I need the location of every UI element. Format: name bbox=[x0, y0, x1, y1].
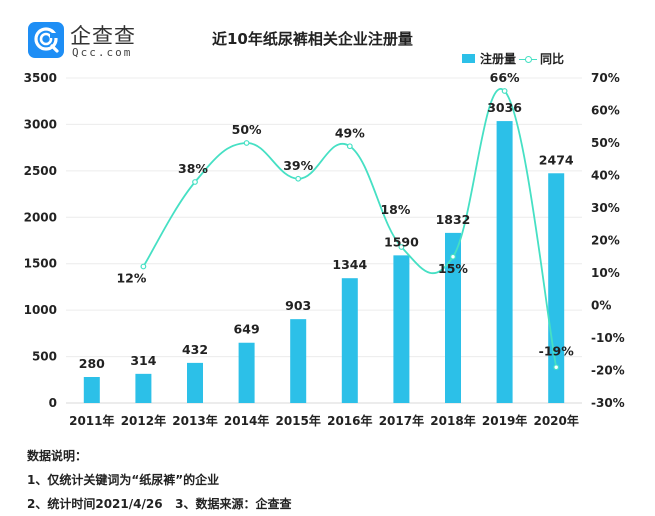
yoy-value-label: 39% bbox=[283, 158, 313, 173]
yoy-point bbox=[243, 140, 250, 146]
bar bbox=[290, 319, 307, 403]
yoy-value-label: 38% bbox=[178, 161, 208, 176]
left-axis-tick: 500 bbox=[32, 350, 57, 364]
x-axis-tick: 2016年 bbox=[327, 413, 372, 428]
bar-value-label: 1344 bbox=[332, 257, 367, 272]
logo-text-en: Qcc.com bbox=[72, 46, 133, 59]
right-axis-tick: 50% bbox=[591, 136, 620, 150]
right-axis-tick: 40% bbox=[591, 169, 620, 183]
yoy-value-label: 66% bbox=[490, 70, 520, 85]
x-axis-tick: 2011年 bbox=[69, 413, 114, 428]
right-axis-tick: 20% bbox=[591, 234, 620, 248]
yoy-value-label: 50% bbox=[232, 122, 262, 137]
x-axis-tick: 2020年 bbox=[533, 413, 578, 428]
yoy-point bbox=[192, 179, 198, 185]
bar bbox=[496, 121, 513, 403]
data-notes: 数据说明： 1、仅统计关键词为“纸尿裤”的企业 2、统计时间2021/4/26 … bbox=[27, 444, 291, 516]
yoy-point bbox=[346, 143, 353, 150]
x-axis-tick: 2019年 bbox=[482, 413, 527, 428]
left-axis-tick: 2500 bbox=[24, 164, 57, 178]
bar-value-label: 649 bbox=[234, 322, 260, 337]
bar-value-label: 314 bbox=[130, 353, 156, 368]
yoy-value-label: 15% bbox=[438, 261, 468, 276]
chart-title: 近10年纸尿裤相关企业注册量 bbox=[212, 30, 413, 48]
notes-line-2: 2、统计时间2021/4/26 3、数据来源：企查查 bbox=[27, 497, 292, 511]
bar bbox=[83, 377, 100, 403]
logo-text-cn: 企查查 bbox=[70, 24, 136, 48]
legend: 注册量 同比 bbox=[462, 50, 564, 67]
qcc-logo-icon bbox=[28, 22, 64, 58]
bar-value-label: 432 bbox=[182, 342, 208, 357]
yoy-point bbox=[295, 175, 302, 182]
x-axis-tick: 2013年 bbox=[172, 413, 217, 428]
left-axis-tick: 3000 bbox=[24, 117, 57, 131]
yoy-value-label: 49% bbox=[335, 125, 365, 140]
legend-bar-label: 注册量 bbox=[480, 52, 517, 66]
yoy-point bbox=[501, 88, 508, 94]
bar bbox=[187, 362, 203, 403]
bar-value-label: 3036 bbox=[487, 100, 522, 115]
left-axis-tick: 3500 bbox=[24, 71, 57, 85]
yoy-point bbox=[450, 253, 456, 260]
left-axis-tick: 0 bbox=[49, 396, 57, 410]
yoy-point bbox=[553, 364, 560, 371]
x-axis-tick: 2017年 bbox=[379, 413, 424, 428]
right-axis-tick: -20% bbox=[591, 364, 625, 378]
bar bbox=[341, 278, 358, 403]
x-axis-tick: 2015年 bbox=[275, 413, 320, 428]
bar-value-label: 280 bbox=[79, 356, 105, 371]
bar bbox=[238, 342, 255, 403]
legend-line-swatch bbox=[519, 54, 538, 64]
bar-value-label: 903 bbox=[285, 298, 311, 313]
x-axis-tick: 2014年 bbox=[224, 413, 269, 428]
yoy-value-label: 12% bbox=[116, 271, 146, 286]
bar bbox=[135, 373, 152, 403]
yoy-point bbox=[140, 263, 147, 270]
bar bbox=[445, 232, 461, 403]
right-axis-tick: 0% bbox=[591, 299, 611, 313]
left-axis-tick: 1000 bbox=[24, 303, 57, 317]
bar-value-label: 2474 bbox=[539, 152, 574, 167]
x-axis-tick: 2018年 bbox=[430, 413, 475, 428]
bar bbox=[393, 255, 410, 403]
right-axis-tick: 60% bbox=[591, 104, 620, 118]
yoy-point bbox=[398, 244, 405, 250]
right-axis-tick: 10% bbox=[591, 266, 620, 280]
right-axis-tick: -30% bbox=[591, 396, 625, 410]
legend-line-label: 同比 bbox=[540, 52, 565, 66]
right-axis-tick: -10% bbox=[591, 331, 625, 345]
bar-value-label: 1832 bbox=[436, 212, 471, 227]
notes-line-1: 1、仅统计关键词为“纸尿裤”的企业 bbox=[27, 473, 220, 487]
notes-heading: 数据说明： bbox=[27, 449, 88, 463]
yoy-value-label: 18% bbox=[380, 202, 410, 217]
bar-value-label: 1590 bbox=[384, 234, 419, 249]
left-axis-tick: 1500 bbox=[24, 257, 57, 271]
yoy-value-label: -19% bbox=[539, 343, 575, 358]
legend-bar-swatch bbox=[462, 54, 475, 63]
left-axis-tick: 2000 bbox=[24, 210, 57, 224]
right-axis-tick: 30% bbox=[591, 201, 620, 215]
qcc-logo: 企查查 Qcc.com bbox=[28, 22, 178, 62]
chart-plot: 0 500 1000 1500 2000 2500 3000 3500 -30% -20% -10%… bbox=[24, 70, 625, 428]
x-axis-tick: 2012年 bbox=[121, 413, 166, 428]
right-axis-tick: 70% bbox=[591, 71, 620, 85]
